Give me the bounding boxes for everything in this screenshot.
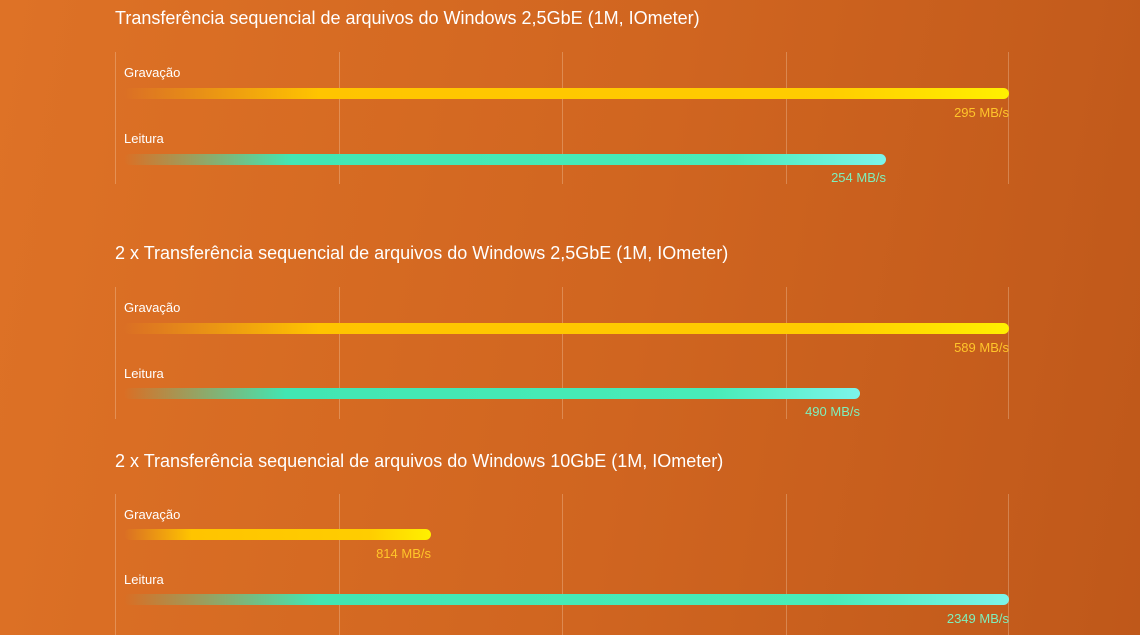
plot-area: Gravação 814 MB/s Leitura 2349 MB/s [115, 494, 1009, 635]
chart-title: 2 x Transferência sequencial de arquivos… [115, 243, 729, 263]
gridline [115, 52, 116, 184]
plot-area: Gravação 589 MB/s Leitura 490 MB/s [115, 287, 1009, 419]
gridline [562, 494, 563, 635]
bar-label-read: Leitura [124, 131, 164, 146]
gridline [786, 287, 787, 419]
bar-label-write: Gravação [124, 65, 181, 80]
bar-value-write: 589 MB/s [954, 340, 1009, 355]
chart-title: Transferência sequencial de arquivos do … [115, 8, 700, 28]
gridline [1008, 494, 1009, 635]
gridline [1008, 52, 1009, 184]
bar-read [124, 594, 1009, 605]
bar-label-read: Leitura [124, 366, 164, 381]
bar-read [124, 388, 860, 399]
bar-value-write: 295 MB/s [954, 105, 1009, 120]
gridline [339, 52, 340, 184]
chart-title: 2 x Transferência sequencial de arquivos… [115, 451, 724, 471]
bar-write [124, 323, 1009, 334]
bar-value-write: 814 MB/s [376, 546, 431, 561]
gridline [115, 494, 116, 635]
bar-value-read: 254 MB/s [831, 170, 886, 185]
gridline [562, 52, 563, 184]
gridline [339, 494, 340, 635]
bar-write [124, 529, 431, 540]
bar-label-write: Gravação [124, 507, 181, 522]
gridline [562, 287, 563, 419]
gridline [786, 494, 787, 635]
gridline [786, 52, 787, 184]
gridline [1008, 287, 1009, 419]
bar-label-read: Leitura [124, 572, 164, 587]
bar-write [124, 88, 1009, 99]
gridline [339, 287, 340, 419]
bar-value-read: 490 MB/s [805, 404, 860, 419]
bar-label-write: Gravação [124, 300, 181, 315]
gridline [115, 287, 116, 419]
plot-area: Gravação 295 MB/s Leitura 254 MB/s [115, 52, 1009, 185]
bar-read [124, 154, 886, 165]
bar-value-read: 2349 MB/s [946, 611, 1009, 626]
